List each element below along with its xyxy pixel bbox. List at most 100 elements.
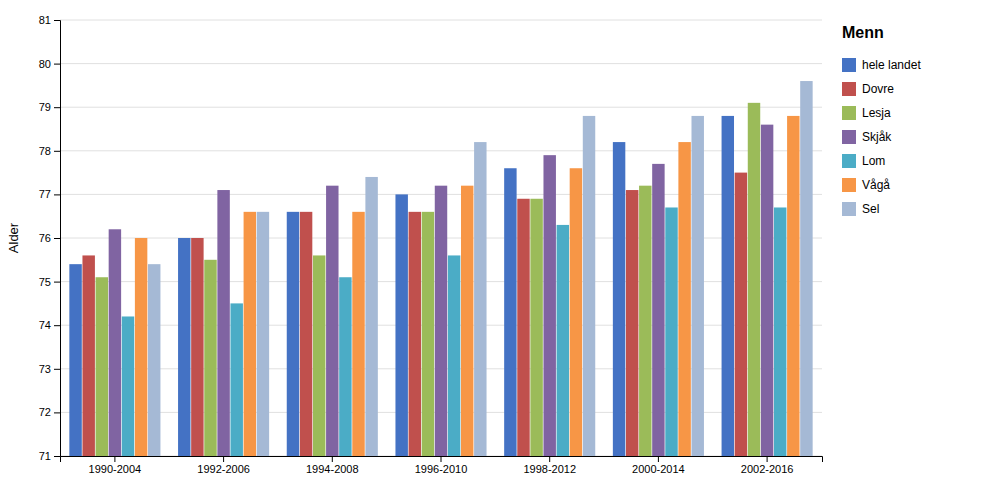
tick-mark (54, 369, 60, 370)
legend-item: Vågå (842, 178, 890, 192)
legend-item: Skjåk (842, 130, 892, 144)
legend-title: Menn (842, 24, 884, 41)
tick-label: 80 (39, 58, 51, 70)
grid (60, 20, 822, 456)
legend-item: Lom (842, 154, 885, 168)
tick-mark (54, 64, 60, 65)
bar-series (148, 81, 813, 456)
x-tick: 1996-2010 (415, 456, 468, 475)
bar (557, 225, 569, 456)
legend-item: Sel (842, 202, 879, 216)
tick-mark (332, 456, 333, 462)
plot: 1990-20041992-20061994-20081996-20101998… (39, 14, 823, 475)
x-tick: 1990-2004 (89, 456, 142, 475)
bar (135, 238, 147, 456)
x-axis: 1990-20041992-20061994-20081996-20101998… (61, 456, 823, 475)
tick-mark (54, 194, 60, 195)
tick-label: 2000-2014 (632, 463, 685, 475)
bar (191, 238, 203, 456)
bars (69, 81, 812, 456)
tick-label: 74 (39, 319, 51, 331)
tick-label: 81 (39, 14, 51, 26)
y-tick: 81 (39, 14, 60, 26)
bar (148, 264, 160, 456)
bar-series (82, 173, 747, 456)
legend-swatch (842, 106, 856, 120)
legend-label: Lesja (862, 106, 891, 120)
legend-item: hele landet (842, 58, 921, 72)
legend: Menn hele landet Dovre Lesja Skjåk Lom Vågå Sel (842, 24, 921, 216)
tick-mark (54, 282, 60, 283)
tick-mark (54, 456, 60, 457)
bar (365, 177, 377, 456)
legend-label: Vågå (862, 178, 890, 192)
bar (230, 303, 242, 456)
legend-swatch (842, 178, 856, 192)
bar-series (109, 125, 774, 456)
bar (517, 199, 529, 456)
axis-domain (54, 21, 61, 457)
bar (244, 212, 256, 456)
bar (109, 229, 121, 456)
tick-label: 1992-2006 (197, 463, 250, 475)
bar (395, 194, 407, 456)
axis-domain (61, 457, 823, 463)
bar (504, 168, 516, 456)
tick-label: 1994-2008 (306, 463, 359, 475)
legend-label: Skjåk (862, 130, 892, 144)
bar (300, 212, 312, 456)
bar (613, 142, 625, 456)
bar (626, 190, 638, 456)
x-tick: 2002-2016 (741, 456, 794, 475)
tick-label: 75 (39, 276, 51, 288)
bar (774, 207, 786, 456)
legend-swatch (842, 202, 856, 216)
grid-line (60, 63, 822, 64)
bar (474, 142, 486, 456)
bar (69, 264, 81, 456)
bar (204, 260, 216, 456)
legend-item: Dovre (842, 82, 894, 96)
bar-series (96, 103, 761, 456)
tick-mark (54, 238, 60, 239)
tick-mark (54, 107, 60, 108)
y-tick: 78 (39, 145, 60, 157)
y-tick: 75 (39, 276, 60, 288)
tick-mark (114, 456, 115, 462)
tick-mark (54, 20, 60, 21)
bar (691, 116, 703, 456)
tick-mark (549, 456, 550, 462)
tick-label: 78 (39, 145, 51, 157)
bar (257, 212, 269, 456)
bar (287, 212, 299, 456)
bar (96, 277, 108, 456)
tick-label: 71 (39, 450, 51, 462)
legend-item: Lesja (842, 106, 891, 120)
bar (339, 277, 351, 456)
y-tick: 73 (39, 363, 60, 375)
bar (583, 116, 595, 456)
grid-line (60, 107, 822, 108)
tick-label: 73 (39, 363, 51, 375)
bar (678, 142, 690, 456)
bar (543, 155, 555, 456)
bar-series (69, 116, 734, 456)
tick-mark (441, 456, 442, 462)
x-tick: 1994-2008 (306, 456, 359, 475)
bar (326, 186, 338, 456)
bar (122, 316, 134, 456)
tick-label: 2002-2016 (741, 463, 794, 475)
bar (748, 103, 760, 456)
tick-label: 1996-2010 (415, 463, 468, 475)
y-tick: 79 (39, 101, 60, 113)
bar (761, 125, 773, 456)
tick-mark (54, 412, 60, 413)
y-axis-title: Alder (6, 222, 21, 253)
bar (178, 238, 190, 456)
grid-line (60, 20, 822, 21)
bar (313, 255, 325, 456)
tick-label: 76 (39, 232, 51, 244)
y-tick: 71 (39, 450, 60, 462)
bar-series (135, 116, 800, 456)
bar (409, 212, 421, 456)
